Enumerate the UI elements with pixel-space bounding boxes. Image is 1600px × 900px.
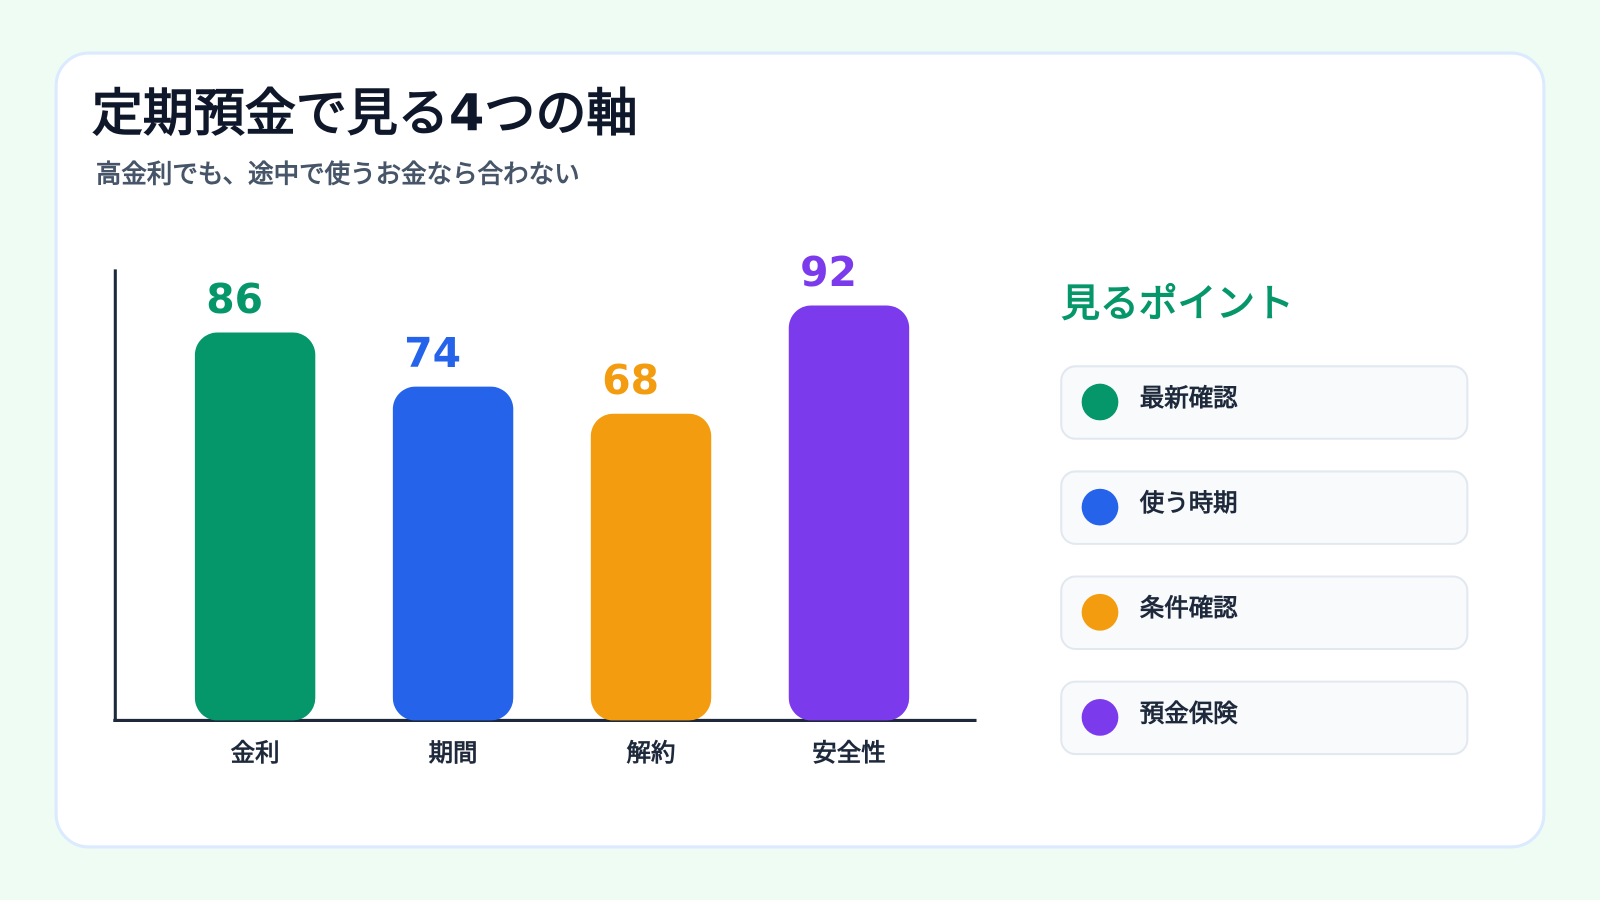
value-label: 86 [206,275,263,323]
legend-item [1060,680,1469,756]
legend-label: 条件確認 [1140,593,1238,622]
legend-marker [1081,488,1119,526]
chart-title: 定期預金で見る4つの軸 [92,84,638,143]
legend-marker [1081,698,1119,736]
legend-marker [1081,593,1119,631]
value-label: 68 [602,356,659,404]
value-label: 92 [800,248,857,296]
legend-item [1060,575,1469,650]
bar [194,332,316,721]
bar [590,413,712,721]
x-tick-label: 解約 [627,738,676,767]
legend-title: 見るポイント [1061,282,1294,327]
x-tick-label: 期間 [429,738,478,767]
bar [392,386,514,721]
legend-label: 使う時期 [1139,488,1238,517]
bar [788,305,910,721]
legend-item [1060,470,1469,545]
chart-subtitle: 高金利でも、途中で使うお金なら合わない [96,160,580,190]
legend-label: 最新確認 [1140,383,1238,412]
x-tick-label: 安全性 [812,738,885,767]
legend-label: 預金保険 [1140,698,1238,727]
legend-marker [1081,383,1119,421]
legend-item [1060,365,1469,440]
value-label: 74 [404,329,461,377]
x-tick-label: 金利 [231,738,280,767]
